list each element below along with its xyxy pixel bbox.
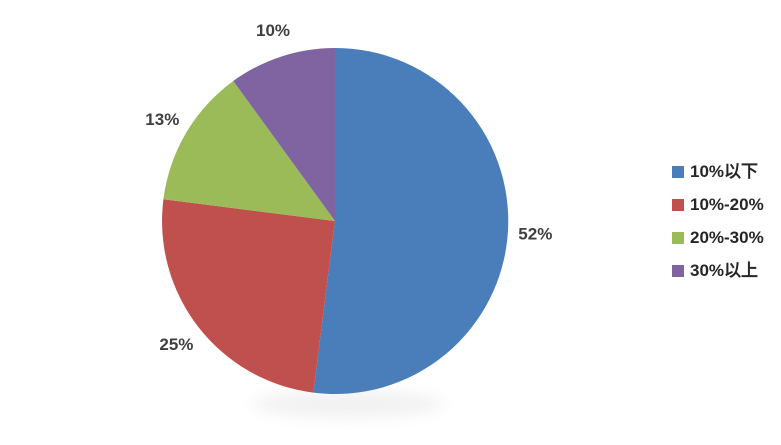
pie-slice-under-10pct (313, 47, 509, 394)
legend-label: 10%-20% (690, 195, 764, 214)
legend-label: 20%-30% (690, 228, 764, 247)
data-label-slice-10-20pct: 25% (159, 335, 193, 354)
legend-item-20-30pct: 20%-30% (672, 228, 764, 248)
legend-swatch-red (672, 199, 684, 211)
legend-item-under-10pct: 10%以下 (672, 162, 764, 182)
chart-legend: 10%以下 10%-20% 20%-30% 30%以上 (672, 162, 764, 281)
pie-shadow (253, 390, 443, 418)
legend-swatch-green (672, 232, 684, 244)
legend-label: 10%以下 (690, 162, 759, 181)
pie-slice-over-30pct (233, 47, 335, 222)
data-label-slice-under-10pct: 52% (518, 225, 552, 244)
data-label-slice-over-30pct: 10% (256, 21, 290, 40)
pie-slice-10-20pct (162, 199, 335, 393)
legend-swatch-purple (672, 265, 684, 277)
legend-item-over-30pct: 30%以上 (672, 261, 764, 281)
pie-slice-20-30pct (163, 81, 335, 221)
legend-label: 30%以上 (690, 261, 759, 280)
legend-swatch-blue (672, 166, 684, 178)
legend-item-10-20pct: 10%-20% (672, 195, 764, 215)
data-label-slice-20-30pct: 13% (145, 110, 179, 129)
